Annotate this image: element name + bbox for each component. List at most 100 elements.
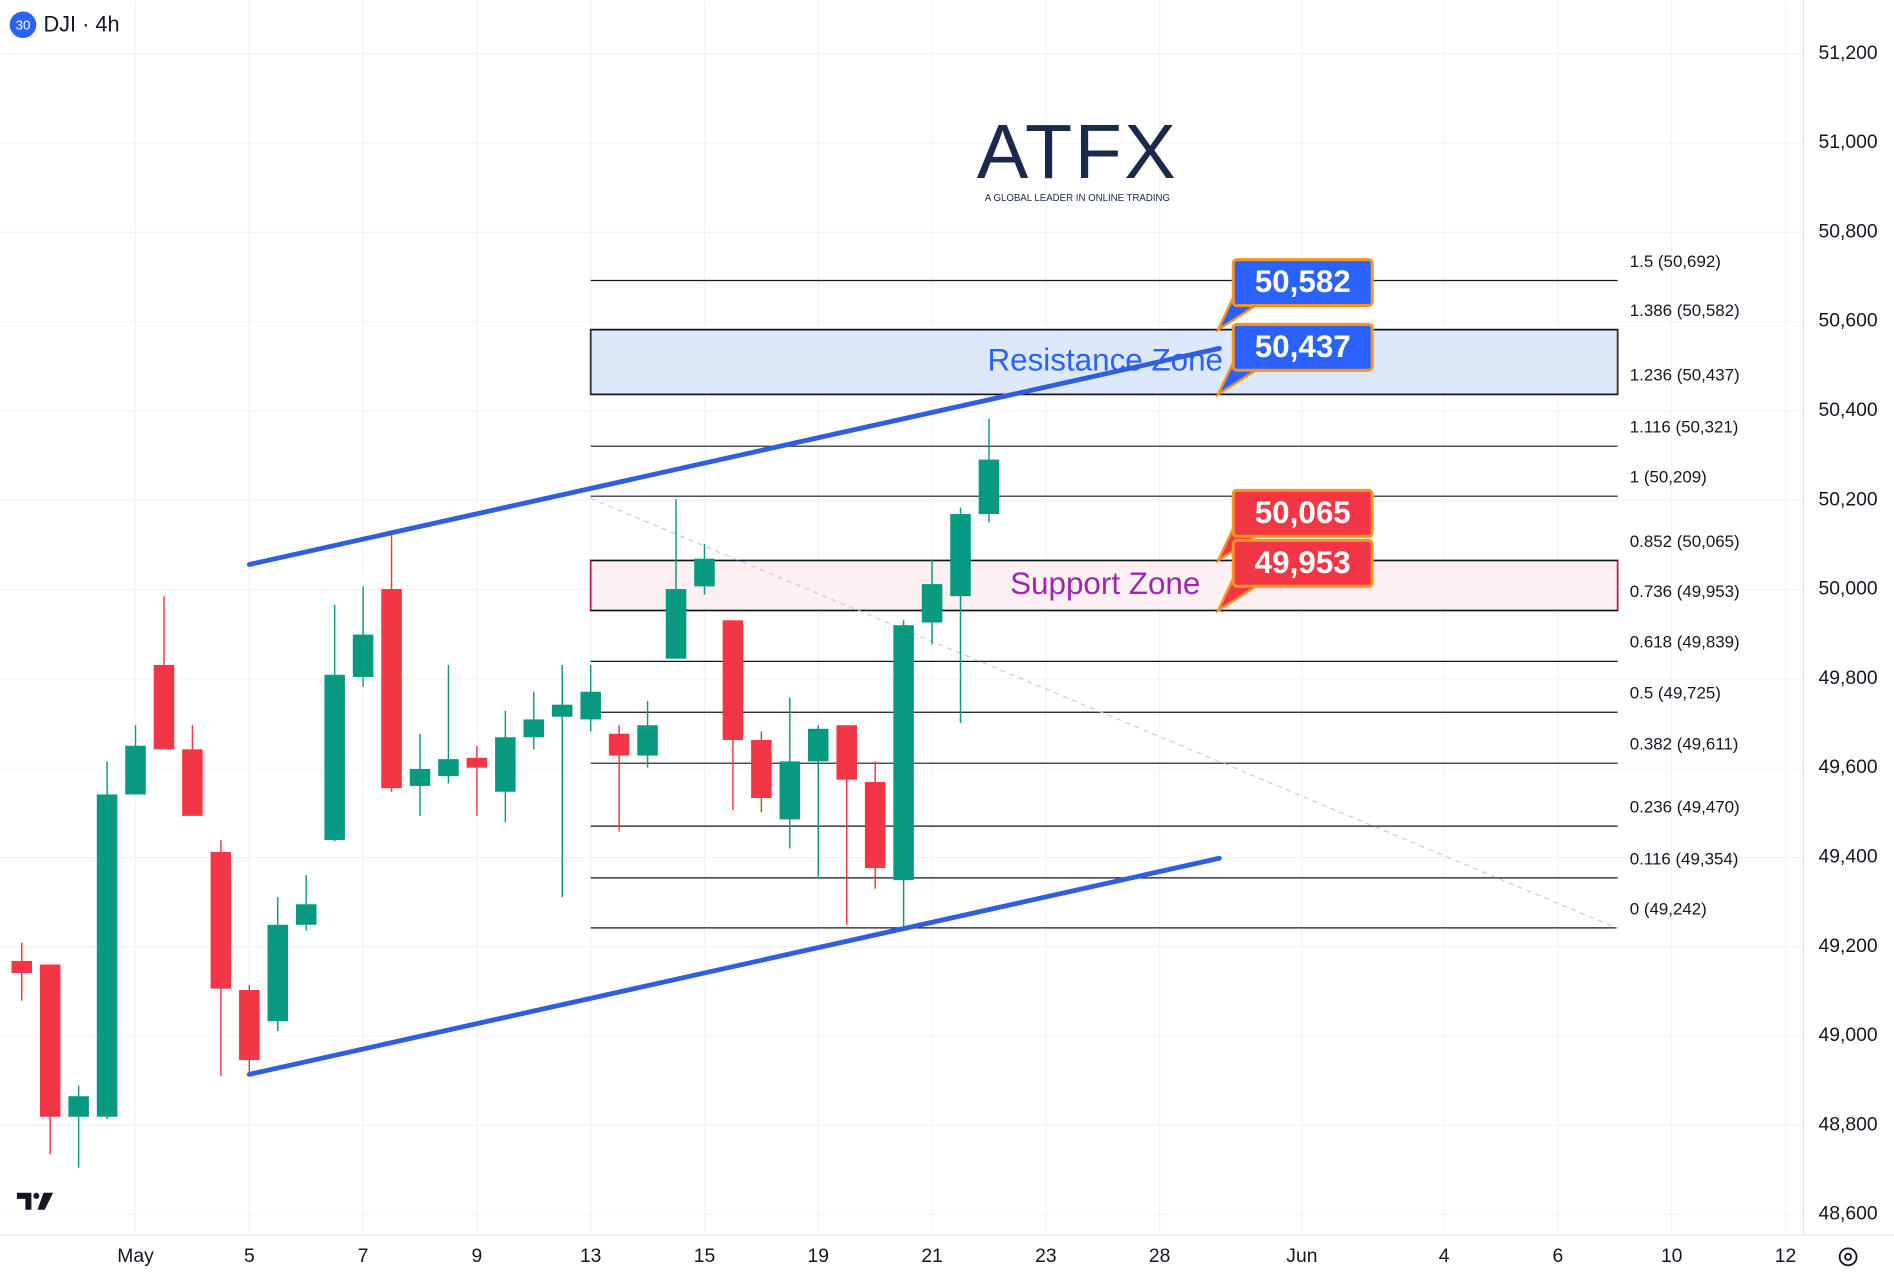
settings-icon[interactable] (1838, 1247, 1858, 1267)
candle-body (438, 759, 459, 777)
y-tick-label: 49,600 (1819, 757, 1878, 778)
candle-body (751, 739, 772, 798)
candle-body (352, 634, 374, 677)
fib-label: 0.116 (49,354) (1630, 849, 1739, 868)
x-tick-label: 7 (358, 1246, 369, 1267)
y-tick-label: 49,000 (1819, 1025, 1878, 1046)
candle-body (523, 719, 545, 738)
x-tick-label: Jun (1286, 1246, 1317, 1267)
zone-label: Support Zone (1010, 566, 1200, 601)
candle-body (978, 459, 1000, 515)
candle-body (11, 960, 33, 974)
candle-body (295, 904, 317, 925)
fib-label: 0.382 (49,611) (1630, 735, 1739, 754)
fib-label: 0.618 (49,839) (1630, 633, 1740, 652)
y-tick-label: 51,000 (1819, 132, 1878, 153)
x-tick-label: 4 (1439, 1246, 1450, 1267)
y-tick-label: 50,000 (1819, 579, 1878, 600)
fib-label: 0.736 (49,953) (1630, 582, 1740, 601)
callout-label: 50,065 (1255, 495, 1351, 530)
fib-label: 1.116 (50,321) (1630, 418, 1739, 437)
x-tick-label: 19 (808, 1246, 829, 1267)
candles (11, 418, 1000, 1168)
candle-body (210, 852, 232, 989)
candle-body (722, 620, 744, 740)
y-tick-label: 50,600 (1819, 311, 1878, 332)
y-tick-label: 48,600 (1819, 1204, 1878, 1225)
candle-body (125, 745, 146, 795)
candle-body (807, 728, 829, 762)
fib-label: 0.236 (49,470) (1630, 797, 1740, 816)
candle-body (551, 704, 573, 717)
candle-body (324, 674, 345, 840)
fib-label: 1.236 (50,437) (1630, 366, 1740, 385)
candle-body (694, 558, 715, 587)
trendline (246, 345, 1222, 567)
zone (589, 328, 1619, 396)
x-tick-label: 12 (1775, 1246, 1796, 1267)
x-tick-label: 6 (1553, 1246, 1564, 1267)
x-tick-label: 23 (1035, 1246, 1056, 1267)
y-tick-label: 50,800 (1819, 221, 1878, 242)
x-tick-label: 13 (580, 1246, 601, 1267)
x-tick-label: 10 (1661, 1246, 1682, 1267)
candle-body (182, 749, 203, 816)
annotations: 1.5 (50,692) 1.386 (50,582) 1.236 (50,437)… (589, 252, 1740, 929)
candle-body (68, 1096, 89, 1117)
callout-label: 49,953 (1255, 545, 1351, 580)
callout-label: 50,437 (1255, 329, 1351, 364)
candle-body (864, 781, 886, 869)
candle-body (665, 589, 687, 659)
tradingview-logo[interactable] (16, 1192, 54, 1210)
fib-label: 0.5 (49,725) (1630, 684, 1721, 703)
candle-body (893, 625, 914, 881)
y-tick-label: 51,200 (1819, 43, 1878, 64)
badge-text: 30 (16, 17, 31, 32)
zone (589, 559, 1619, 612)
candle-body (153, 664, 175, 750)
chart-title[interactable]: DJI · 4h (43, 12, 119, 37)
candle-body (409, 768, 431, 786)
logo-tagline: A GLOBAL LEADER IN ONLINE TRADING (985, 193, 1170, 204)
candle-body (608, 733, 630, 756)
trendline (246, 855, 1222, 1077)
grid (0, 0, 1804, 1236)
candle-body (836, 725, 857, 780)
x-tick-label: 21 (921, 1246, 942, 1267)
fib-label: 1 (50,209) (1630, 468, 1707, 487)
candle-body (381, 589, 402, 789)
fib-label: 1.386 (50,582) (1630, 301, 1740, 320)
candle-body (267, 924, 289, 1022)
x-tick-label: 5 (244, 1246, 255, 1267)
y-tick-label: 49,800 (1819, 668, 1878, 689)
x-tick-label: 9 (472, 1246, 483, 1267)
candle-body (580, 691, 601, 720)
candle-body (39, 964, 61, 1117)
callout-box (1231, 258, 1374, 307)
symbol-badge (9, 11, 37, 39)
y-tick-label: 50,200 (1819, 489, 1878, 510)
callout-box (1231, 322, 1374, 372)
x-tick-label: 15 (694, 1246, 715, 1267)
y-tick-label: 49,400 (1819, 846, 1878, 867)
candle-body (779, 761, 801, 820)
y-tick-label: 50,400 (1819, 400, 1878, 421)
candle-body (950, 514, 971, 597)
logo-name: ATFX (977, 109, 1178, 195)
candle-body (239, 989, 260, 1061)
y-tick-label: 48,800 (1819, 1114, 1878, 1135)
x-tick-label: May (117, 1246, 154, 1267)
y-tick-label: 49,200 (1819, 936, 1878, 957)
fib-label: 0.852 (50,065) (1630, 532, 1740, 551)
x-tick-label: 28 (1149, 1246, 1170, 1267)
candle-body (495, 737, 516, 792)
fib-label: 1.5 (50,692) (1630, 252, 1721, 271)
callout-box (1231, 488, 1374, 538)
callout-box (1231, 538, 1374, 588)
fib-label: 0 (49,242) (1630, 899, 1707, 918)
candle-body (466, 757, 488, 768)
